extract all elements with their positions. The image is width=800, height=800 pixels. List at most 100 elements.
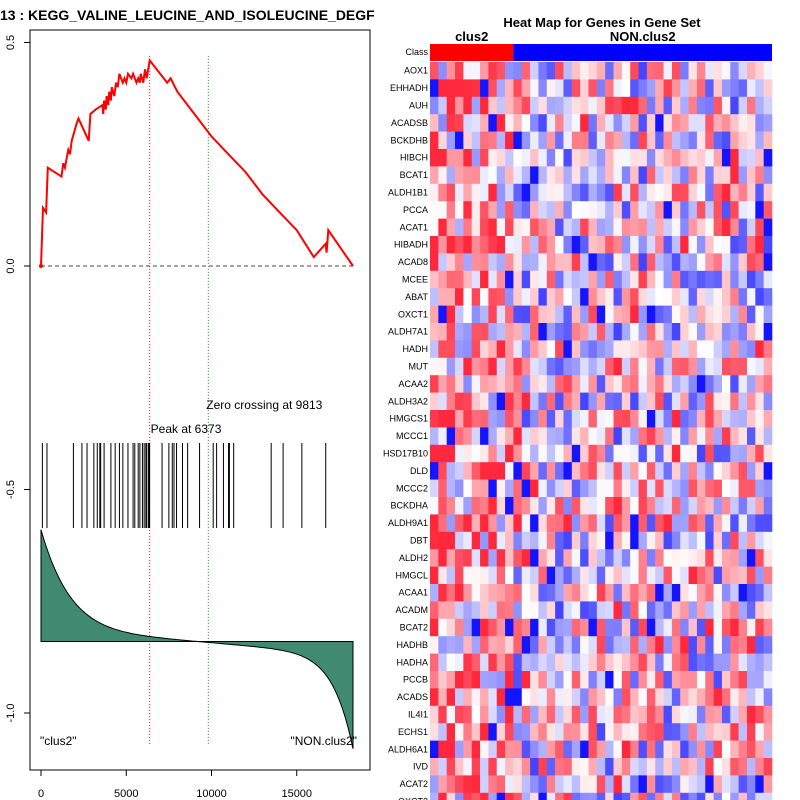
heatmap-cell	[496, 758, 506, 776]
heatmap-cell	[646, 323, 656, 341]
heatmap-cell	[530, 549, 539, 567]
x-tick-label: 0	[38, 788, 44, 800]
heatmap-cell	[713, 166, 723, 185]
heatmap-cell	[438, 166, 447, 185]
heatmap-cell	[713, 218, 723, 237]
heatmap-cell	[496, 340, 506, 359]
heatmap-cell	[480, 131, 489, 150]
heatmap-cell	[463, 131, 473, 150]
heatmap-cell	[730, 705, 739, 724]
heatmap-cell	[455, 723, 464, 741]
heatmap-cell	[755, 584, 764, 602]
heatmap-cell	[613, 166, 623, 185]
heatmap-cell	[755, 357, 764, 376]
heatmap-cell	[538, 218, 548, 237]
heatmap-cell	[580, 201, 589, 219]
heatmap-cell	[596, 114, 606, 132]
heatmap-cell	[621, 549, 631, 567]
heatmap-cell	[455, 79, 464, 98]
heatmap-cell	[538, 79, 548, 98]
heatmap-cell	[438, 62, 447, 80]
heatmap-cell	[596, 79, 606, 98]
heatmap-cell	[555, 149, 564, 167]
heatmap-cell	[505, 96, 514, 115]
heatmap-cell	[621, 323, 631, 341]
heatmap-cell	[655, 62, 664, 80]
heatmap-cell	[530, 149, 539, 167]
heatmap-cell	[513, 392, 523, 411]
heatmap-cell	[555, 497, 564, 515]
heatmap-cell	[596, 166, 606, 185]
heatmap-cell	[763, 653, 773, 672]
heatmap-cell	[713, 531, 723, 550]
heatmap-cell	[746, 236, 756, 254]
heatmap-cell	[438, 636, 447, 654]
heatmap-title: Heat Map for Genes in Gene Set	[503, 15, 701, 30]
heatmap-cell	[738, 323, 748, 341]
heatmap-cell	[580, 549, 589, 567]
heatmap-cell	[630, 79, 639, 98]
heatmap-cell	[588, 479, 598, 498]
heatmap-cell	[555, 340, 564, 359]
heatmap-cell	[563, 671, 573, 689]
heatmap-cell	[613, 183, 623, 202]
heatmap-cell	[488, 288, 498, 306]
heatmap-cell	[571, 62, 581, 80]
heatmap-cell	[613, 514, 623, 533]
heatmap-cell	[663, 566, 673, 585]
heatmap-cell	[580, 653, 589, 672]
gene-label: HIBCH	[400, 153, 428, 163]
heatmap-cell	[763, 410, 773, 428]
heatmap-cell	[513, 566, 523, 585]
heatmap-cell	[663, 149, 673, 167]
heatmap-cell	[655, 114, 664, 132]
heatmap-cell	[521, 323, 531, 341]
heatmap-cell	[738, 375, 748, 393]
heatmap-cell	[638, 305, 648, 324]
heatmap-cell	[471, 375, 481, 393]
heatmap-cell	[555, 462, 564, 480]
heatmap-cell	[738, 253, 748, 272]
heatmap-cell	[513, 253, 523, 272]
heatmap-cell	[596, 392, 606, 411]
heatmap-cell	[455, 653, 464, 672]
heatmap-cell	[721, 514, 731, 533]
heatmap-cell	[563, 270, 573, 289]
heatmap-cell	[688, 201, 698, 219]
heatmap-cell	[763, 270, 773, 289]
heatmap-cell	[630, 410, 639, 428]
heatmap-cell	[746, 792, 756, 800]
heatmap-cell	[480, 392, 489, 411]
heatmap-cell	[571, 531, 581, 550]
heatmap-cell	[605, 549, 614, 567]
heatmap-cell	[580, 514, 589, 533]
heatmap-cell	[671, 775, 681, 794]
heatmap-cell	[530, 653, 539, 672]
heatmap-cell	[555, 775, 564, 794]
heatmap-cell	[705, 444, 714, 463]
heatmap-cell	[471, 340, 481, 359]
heatmap-cell	[663, 601, 673, 620]
heatmap-cell	[446, 218, 456, 237]
heatmap-cell	[613, 114, 623, 132]
heatmap-cell	[630, 392, 639, 411]
heatmap-cell	[455, 62, 464, 80]
heatmap-cell	[496, 566, 506, 585]
heatmap-cell	[663, 183, 673, 202]
heatmap-cell	[588, 183, 598, 202]
heatmap-cell	[713, 601, 723, 620]
heatmap-cell	[455, 96, 464, 115]
heatmap-cell	[630, 566, 639, 585]
heatmap-cell	[496, 236, 506, 254]
heatmap-cell	[480, 427, 489, 446]
heatmap-cell	[713, 723, 723, 741]
heatmap-cell	[663, 444, 673, 463]
heatmap-cell	[680, 688, 689, 707]
heatmap-cell	[588, 653, 598, 672]
heatmap-cell	[638, 166, 648, 185]
heatmap-cell	[455, 531, 464, 550]
heatmap-cell	[680, 775, 689, 794]
heatmap-cell	[588, 549, 598, 567]
heatmap-cell	[755, 79, 764, 98]
heatmap-cell	[463, 514, 473, 533]
